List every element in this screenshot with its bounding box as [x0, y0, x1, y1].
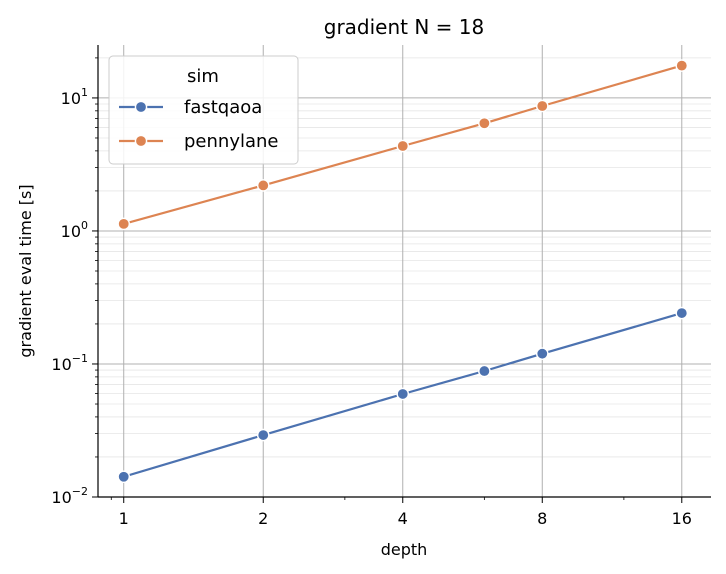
- tick-label-y: 10−2: [51, 485, 88, 507]
- data-point-pennylane: [478, 116, 491, 130]
- tick-label-x: 4: [398, 509, 408, 528]
- data-point-fastqaoa: [117, 470, 131, 484]
- data-point-fastqaoa: [256, 428, 270, 442]
- y-ticks: 10−2 10−1 100 101: [51, 57, 98, 507]
- data-point-fastqaoa: [396, 387, 410, 401]
- tick-label-x: 16: [672, 509, 692, 528]
- tick-label-x: 2: [258, 509, 268, 528]
- legend-swatch-marker: [134, 100, 148, 114]
- legend-label: pennylane: [184, 131, 278, 152]
- tick-label-y: 10−1: [51, 352, 88, 374]
- legend-title: sim: [187, 66, 219, 87]
- data-point-pennylane: [256, 179, 270, 192]
- legend-entry-fastqaoa: fastqaoa: [119, 97, 262, 118]
- x-axis-label: depth: [381, 540, 428, 559]
- data-point-pennylane: [117, 217, 131, 231]
- tick-label-x: 1: [119, 509, 129, 528]
- data-point-fastqaoa: [675, 306, 689, 320]
- legend-box: [108, 55, 299, 165]
- x-ticks: 1 2 4 8 16: [110, 497, 692, 528]
- legend-entries: fastqaoa pennylane: [119, 97, 278, 152]
- y-axis-label: gradient eval time [s]: [16, 184, 35, 357]
- chart-title: gradient N = 18: [324, 15, 485, 39]
- series-line-fastqaoa: [123, 312, 683, 478]
- legend-entry-pennylane: pennylane: [119, 131, 278, 152]
- data-point-fastqaoa: [535, 347, 549, 360]
- legend-swatch-marker: [134, 134, 148, 148]
- tick-label-x: 8: [537, 509, 547, 528]
- minor-grid: [98, 57, 711, 458]
- legend: sim fastqaoa pennylane: [108, 55, 299, 165]
- series-line-pennylane: [123, 64, 683, 225]
- series-pennylane: [117, 59, 689, 231]
- series-fastqaoa: [117, 306, 689, 484]
- data-point-pennylane: [535, 99, 549, 113]
- tick-label-y: 100: [61, 219, 88, 241]
- legend-label: fastqaoa: [184, 97, 262, 118]
- tick-label-y: 101: [61, 86, 88, 108]
- data-point-pennylane: [675, 59, 689, 72]
- data-point-pennylane: [396, 139, 410, 153]
- data-point-fastqaoa: [478, 364, 491, 378]
- series-layer: [117, 59, 689, 484]
